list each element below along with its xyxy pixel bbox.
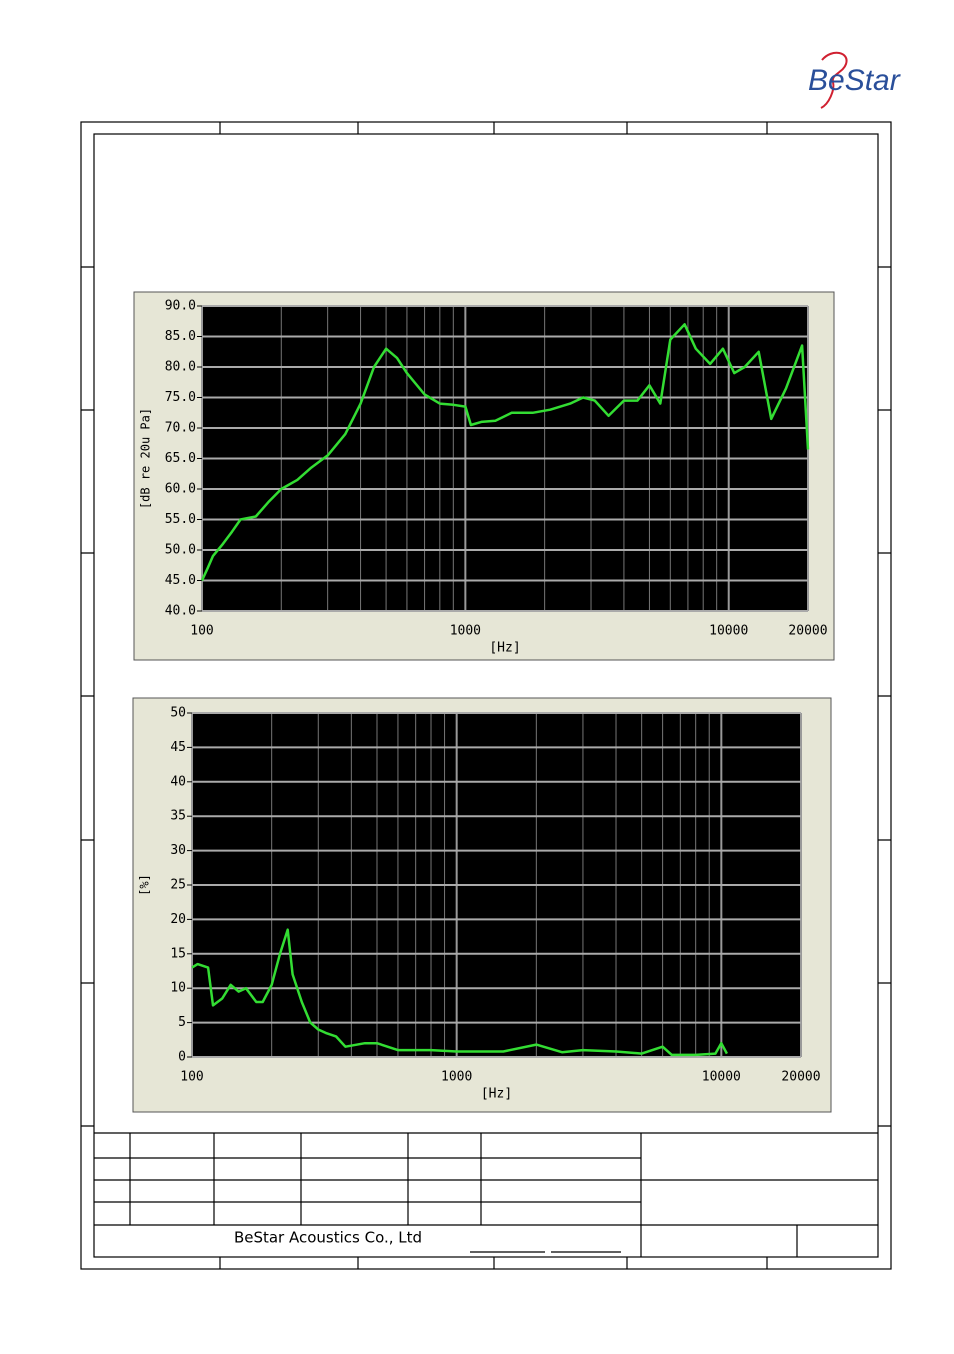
y-tick-label: 35 [170, 809, 186, 824]
x-axis-label: [Hz] [481, 1087, 512, 1102]
y-tick-label: 80.0 [165, 360, 196, 375]
y-tick-label: 20 [170, 912, 186, 927]
y-tick-label: 75.0 [165, 390, 196, 405]
y-tick-label: 40 [170, 774, 186, 789]
y-tick-label: 70.0 [165, 421, 196, 436]
logo: BeStar [808, 64, 901, 97]
y-axis-label: [%] [138, 874, 152, 896]
x-tick-label: 100 [180, 1070, 203, 1085]
data-line [191, 928, 729, 1057]
x-tick-label: 20000 [788, 624, 827, 639]
data-line [200, 323, 810, 582]
y-tick-label: 25 [170, 878, 186, 893]
y-tick-label: 40.0 [165, 604, 196, 619]
y-tick-label: 50 [170, 706, 186, 721]
x-tick-label: 10000 [709, 624, 748, 639]
y-tick-label: 10 [170, 981, 186, 996]
y-tick-label: 55.0 [165, 512, 196, 527]
y-tick-label: 90.0 [165, 299, 196, 314]
y-tick-label: 0 [178, 1050, 186, 1065]
y-tick-label: 50.0 [165, 543, 196, 558]
y-tick-label: 85.0 [165, 329, 196, 344]
y-tick-label: 45.0 [165, 573, 196, 588]
y-tick-label: 45 [170, 740, 186, 755]
x-tick-label: 1000 [441, 1070, 472, 1085]
company: BeStar Acoustics Co., Ltd [234, 1229, 422, 1247]
y-tick-label: 65.0 [165, 451, 196, 466]
y-axis-label: [dB re 20u Pa] [139, 408, 153, 509]
x-axis-label: [Hz] [489, 641, 520, 656]
x-tick-label: 100 [190, 624, 213, 639]
y-tick-label: 60.0 [165, 482, 196, 497]
logo-swirl [820, 51, 848, 109]
x-tick-label: 20000 [781, 1070, 820, 1085]
y-tick-label: 30 [170, 843, 186, 858]
x-tick-label: 10000 [702, 1070, 741, 1085]
y-tick-label: 15 [170, 946, 186, 961]
y-tick-label: 5 [178, 1015, 186, 1030]
x-tick-label: 1000 [450, 624, 481, 639]
frame [80, 121, 892, 1270]
